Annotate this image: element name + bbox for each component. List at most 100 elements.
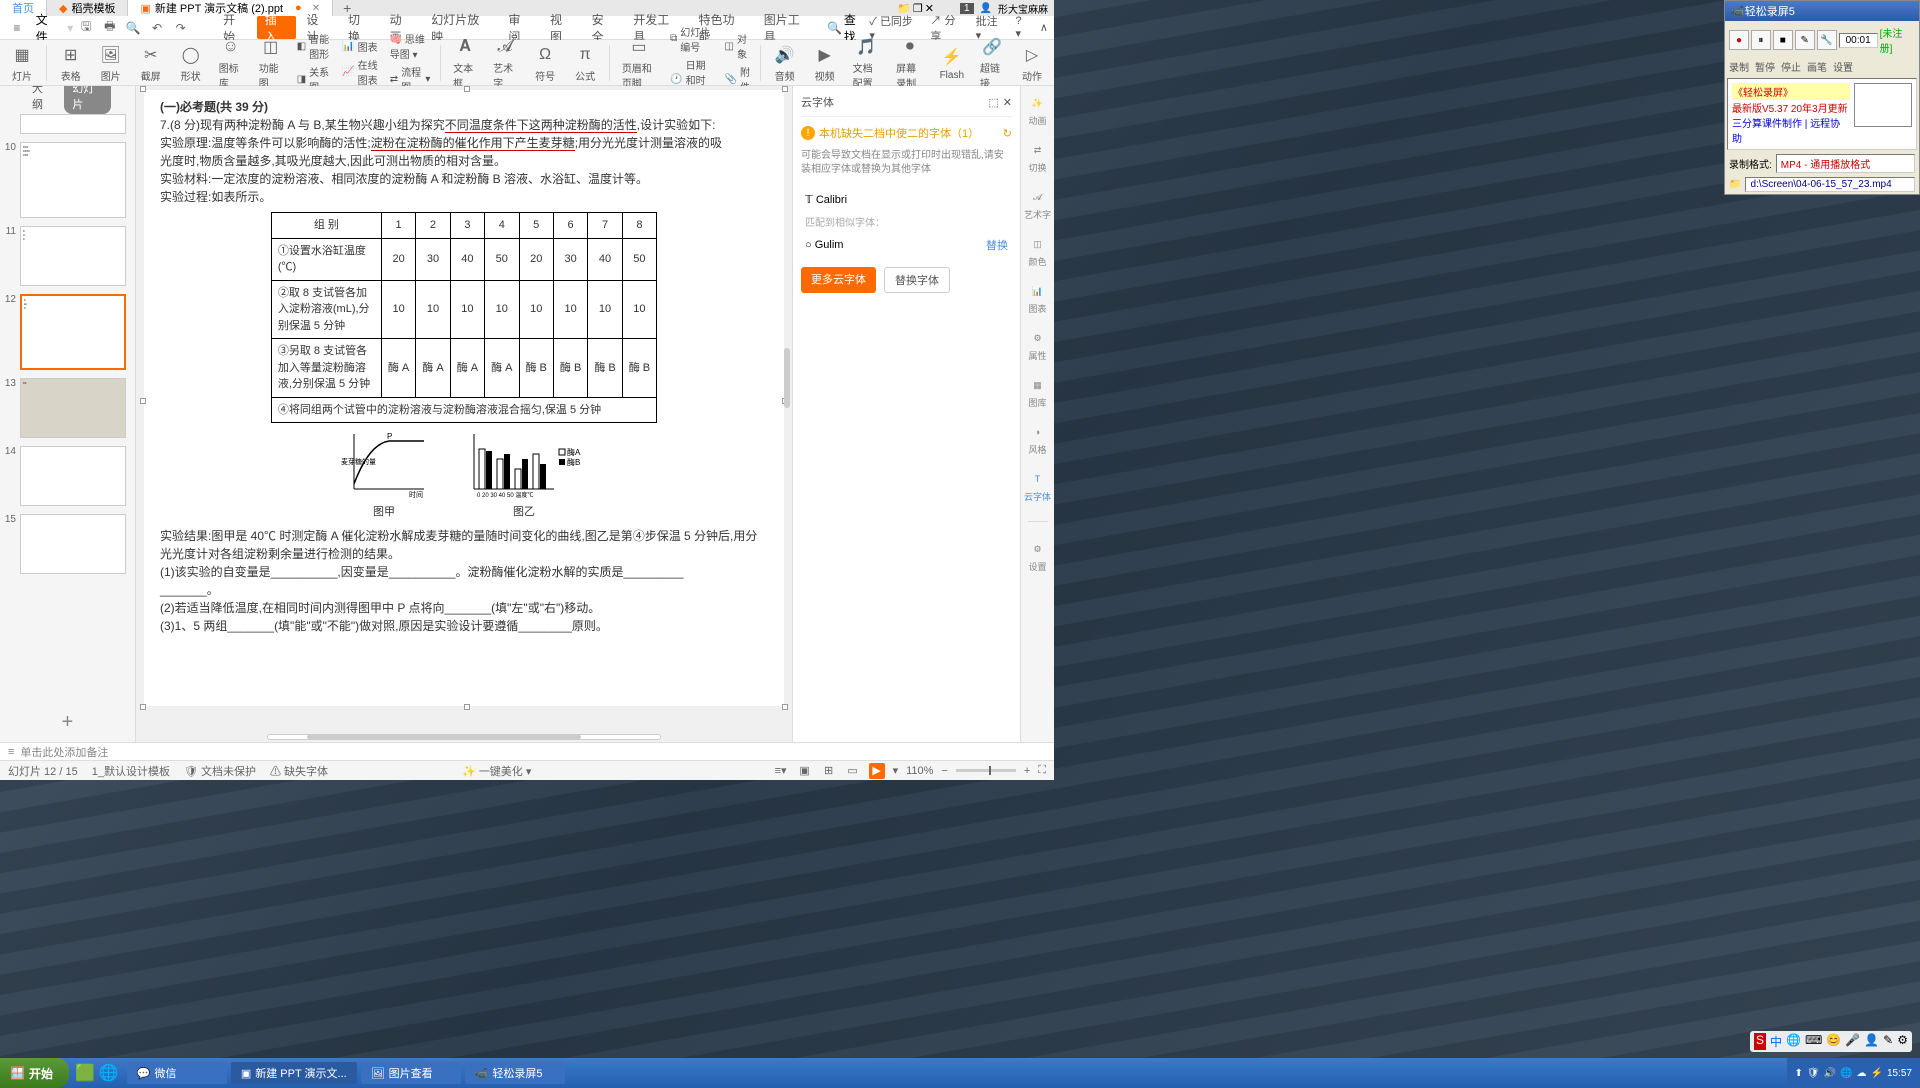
ribbon-symbol[interactable]: Ω符号 — [527, 41, 563, 85]
ribbon-screenrec[interactable]: ⏺屏幕录制 — [890, 33, 929, 92]
view-reading-icon[interactable]: ▭ — [845, 763, 861, 779]
zoom-in-icon[interactable]: + — [1024, 765, 1030, 777]
preview-icon[interactable]: 🔍 — [123, 18, 145, 38]
collapse-icon[interactable]: ∧ — [1040, 21, 1048, 34]
beautify-button[interactable]: ✨ 一键美化 ▾ — [462, 763, 531, 779]
ribbon-image[interactable]: 🖼图片 — [93, 41, 129, 85]
zoom-slider[interactable] — [956, 769, 1016, 772]
stop-button[interactable]: ■ — [1773, 30, 1793, 50]
rb-cloudfont[interactable]: T云字体 — [1024, 470, 1051, 503]
ribbon-formula[interactable]: π公式 — [567, 41, 603, 85]
pin-icon[interactable]: ⬚ — [988, 96, 998, 109]
ribbon-textbox[interactable]: 𝐀文本框 — [447, 33, 483, 92]
menu-icon[interactable]: ≡ — [6, 18, 28, 38]
task-ppt[interactable]: ▣ 新建 PPT 演示文... — [231, 1062, 357, 1084]
ribbon-iconlib[interactable]: ☺图标库 — [213, 33, 249, 92]
rec-format[interactable]: MP4 - 通用播放格式 — [1776, 154, 1915, 173]
pause-button[interactable]: ⏸ — [1751, 30, 1771, 50]
ribbon-smartart[interactable]: ◧ 智能图形 — [293, 30, 334, 62]
add-slide-button[interactable]: + — [0, 703, 135, 742]
pen-button[interactable]: ✎ — [1795, 30, 1815, 50]
folder-icon-small[interactable]: 📁 — [1729, 179, 1741, 190]
ribbon-action[interactable]: ▷动作 — [1014, 41, 1050, 85]
play-button[interactable]: ▶ — [869, 763, 885, 779]
undo-icon[interactable]: ↶ — [146, 18, 168, 38]
notes-bar[interactable]: ≡单击此处添加备注 — [0, 742, 1054, 760]
menu-view[interactable]: 视图 — [542, 16, 582, 39]
view-menu-icon[interactable]: ≡▾ — [773, 763, 789, 779]
thumb-slide-14[interactable] — [20, 446, 126, 506]
replace-font-button[interactable]: 替换字体 — [884, 267, 950, 293]
missing-font[interactable]: ⚠ 缺失字体 — [270, 763, 328, 779]
rb-anim[interactable]: ✨动画 — [1028, 94, 1046, 127]
ribbon-screenshot[interactable]: ✂截屏 — [133, 41, 169, 85]
ribbon-audio[interactable]: 🔊音频 — [767, 41, 803, 85]
panel-close-icon[interactable]: ✕ — [1003, 96, 1012, 109]
rb-gallery[interactable]: ▦图库 — [1028, 376, 1046, 409]
thumb-slide-13[interactable]: ≡≡ — [20, 378, 126, 438]
rb-style[interactable]: ◑风格 — [1028, 423, 1046, 456]
save-icon[interactable]: 🖫 — [75, 18, 97, 38]
settings-button[interactable]: 🔧 — [1817, 30, 1837, 50]
task-wechat[interactable]: 💬 微信 — [127, 1062, 227, 1084]
ribbon-headerfooter[interactable]: ▭页眉和页脚 — [616, 33, 662, 92]
rb-prop[interactable]: ⚙属性 — [1028, 329, 1046, 362]
search-icon[interactable]: 🔍 — [827, 21, 842, 35]
system-tray[interactable]: ⬆🛡🔊🌐☁⚡ 15:57 — [1787, 1058, 1920, 1088]
slide-canvas[interactable]: (一)必考题(共 39 分) 7.(8 分)现有两种淀粉酶 A 与 B,某生物兴… — [136, 86, 792, 742]
help-icon[interactable]: ? ▾ — [1016, 15, 1030, 40]
ribbon-funcchart[interactable]: ◫功能图 — [253, 33, 289, 92]
ql-icon[interactable]: 🟩 — [75, 1063, 95, 1083]
rb-wordart[interactable]: 𝓐艺术字 — [1024, 188, 1051, 221]
ribbon-shape[interactable]: ◯形状 — [173, 41, 209, 85]
horizontal-scrollbar[interactable] — [267, 734, 661, 740]
ribbon-flash[interactable]: ⚡Flash — [934, 43, 970, 83]
thumb-slide-12[interactable]: ≡⊞≡ — [20, 294, 126, 370]
menu-imgtools[interactable]: 图片工具 — [756, 16, 819, 39]
thumb-slide-15[interactable] — [20, 514, 126, 574]
replace-link[interactable]: 替换 — [986, 237, 1008, 253]
ribbon-onlinechart[interactable]: 📈 在线图表 — [338, 56, 382, 88]
rb-trans[interactable]: ⇄切换 — [1028, 141, 1046, 174]
more-fonts-button[interactable]: 更多云字体 — [801, 267, 876, 293]
zoom-out-icon[interactable]: − — [941, 765, 947, 777]
rb-color[interactable]: ◫颜色 — [1028, 235, 1046, 268]
rec-filepath[interactable]: d:\Screen\04-06-15_57_23.mp4 — [1745, 177, 1915, 192]
ribbon-object[interactable]: ◫ 对象 — [721, 30, 754, 62]
view-normal-icon[interactable]: ▣ — [797, 763, 813, 779]
user-avatar-icon[interactable]: 👤 — [980, 3, 992, 14]
thumb-slide-11[interactable]: ≡▪▪≡ — [20, 226, 126, 286]
ribbon-hyperlink[interactable]: 🔗超链接 — [974, 33, 1010, 92]
ribbon-newslide[interactable]: ▦灯片 — [4, 41, 40, 85]
fit-icon[interactable]: ⛶ — [1038, 764, 1046, 777]
task-recorder[interactable]: 📹 轻松录屏5 — [465, 1062, 565, 1084]
ribbon-docconfig[interactable]: 🎵文档配置 — [847, 33, 886, 92]
ribbon-mindmap[interactable]: 🧠 思维导图 ▾ — [386, 30, 435, 62]
screen-recorder-window[interactable]: 📹 轻松录屏5 ● ⏸ ■ ✎ 🔧 00:01 [未注册] 录制暂停停止画笔设置… — [1724, 0, 1920, 195]
redo-icon[interactable]: ↷ — [170, 18, 192, 38]
rb-chart[interactable]: 📊图表 — [1028, 282, 1046, 315]
rb-settings[interactable]: ⚙设置 — [1028, 540, 1046, 573]
ribbon-slidenum[interactable]: ⧉ 幻灯片编号 — [666, 23, 716, 55]
slide-content[interactable]: (一)必考题(共 39 分) 7.(8 分)现有两种淀粉酶 A 与 B,某生物兴… — [144, 90, 784, 706]
vertical-scrollbar[interactable] — [784, 348, 790, 408]
thumbnail-list[interactable]: 10≡≡≡≡≡≡≡≡≡≡ 11≡▪▪≡ 12≡⊞≡ 13≡≡ 14 15 — [0, 106, 135, 703]
ribbon-chart[interactable]: 📊 图表 — [338, 38, 382, 55]
menu-transition[interactable]: 切换 — [340, 16, 380, 39]
refresh-icon[interactable]: ↻ — [1003, 127, 1012, 140]
font-gulim[interactable]: ○ Gulim替换 — [801, 231, 1012, 259]
ribbon-table[interactable]: ⊞表格 — [53, 41, 89, 85]
ime-bar[interactable]: S中🌐⌨😊🎤👤✎⚙ — [1750, 1031, 1912, 1052]
protect-status[interactable]: 🛡 文档未保护 — [184, 763, 256, 779]
share-button[interactable]: ↗ 分享 — [930, 12, 965, 44]
ql-ie-icon[interactable]: 🌐 — [99, 1063, 119, 1083]
ribbon-wordart[interactable]: 𝓐艺术字 — [487, 33, 523, 92]
start-button[interactable]: 🪟开始 — [0, 1058, 69, 1088]
thumb-slide-10[interactable]: ≡≡≡≡≡≡≡≡≡≡ — [20, 142, 126, 218]
task-imageview[interactable]: 🖼 图片查看 — [361, 1062, 461, 1084]
view-sorter-icon[interactable]: ⊞ — [821, 763, 837, 779]
print-icon[interactable]: 🖶 — [99, 18, 121, 38]
ribbon-video[interactable]: ▶视频 — [807, 41, 843, 85]
thumb-slide-9[interactable] — [20, 114, 126, 134]
record-button[interactable]: ● — [1729, 30, 1749, 50]
